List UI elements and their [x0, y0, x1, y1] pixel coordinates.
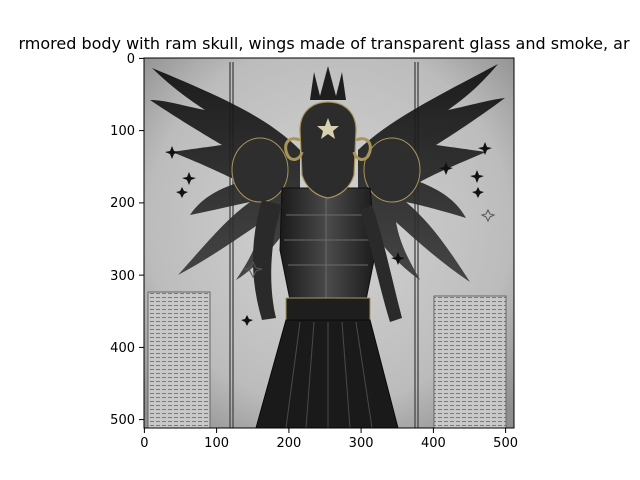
y-tick-label: 0	[127, 52, 135, 67]
x-tick-label: 0	[140, 436, 148, 451]
figure-title: rmored body with ram skull, wings made o…	[18, 34, 630, 53]
x-tick-label: 400	[421, 436, 446, 451]
armor-skirt	[255, 319, 399, 428]
left-arm	[253, 200, 282, 320]
right-arm	[360, 205, 402, 322]
y-tick-label: 200	[110, 196, 135, 211]
right-horn	[352, 137, 372, 161]
y-axis	[139, 57, 144, 421]
generated-image	[144, 58, 514, 428]
x-tick-label: 300	[349, 436, 374, 451]
x-tick-label: 100	[204, 436, 229, 451]
decorative-stars	[165, 142, 492, 326]
belt	[285, 297, 371, 321]
right-shoulder	[363, 137, 421, 203]
right-text-panel	[433, 295, 507, 428]
x-tick-label: 200	[276, 436, 301, 451]
helmet-crest	[310, 66, 346, 100]
ram-skull-helmet	[299, 101, 357, 199]
axes-frame	[143, 57, 515, 429]
left-text-panel	[147, 291, 211, 428]
y-tick-label: 100	[110, 124, 135, 139]
y-tick-label: 400	[110, 341, 135, 356]
x-tick-label: 500	[493, 436, 518, 451]
left-horn	[284, 137, 304, 161]
y-tick-label: 500	[110, 413, 135, 428]
left-shoulder	[231, 137, 289, 203]
y-tick-label: 300	[110, 269, 135, 284]
x-axis	[143, 428, 507, 433]
right-wing	[358, 64, 505, 282]
torso-armor	[279, 187, 377, 301]
helmet-star	[317, 118, 339, 139]
outline-stars	[243, 208, 496, 279]
